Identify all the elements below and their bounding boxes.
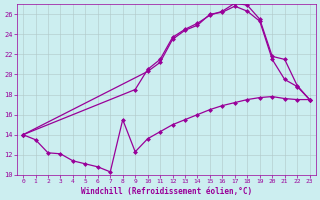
X-axis label: Windchill (Refroidissement éolien,°C): Windchill (Refroidissement éolien,°C)	[81, 187, 252, 196]
